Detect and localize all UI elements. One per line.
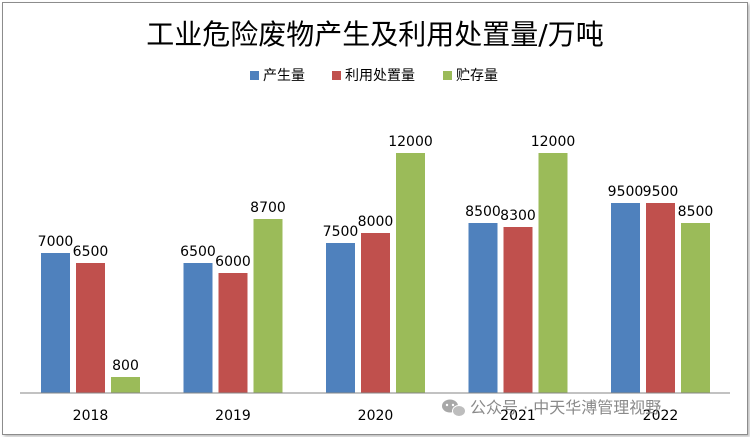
bar-2021-1 — [503, 227, 533, 393]
chart-title: 工业危险废物产生及利用处置量/万吨 — [146, 18, 603, 51]
legend-swatch-1 — [332, 71, 341, 80]
bar-2022-0 — [611, 203, 640, 393]
bar-2022-1 — [646, 203, 675, 393]
data-label-2019-0: 6500 — [180, 244, 216, 260]
data-label-2022-1: 9500 — [643, 184, 679, 200]
data-label-2020-0: 7500 — [323, 224, 359, 240]
wechat-icon — [442, 399, 466, 417]
data-label-2019-1: 6000 — [215, 254, 251, 270]
bar-2019-1 — [218, 273, 248, 393]
legend-label-2: 贮存量 — [456, 68, 498, 84]
bar-2019-0 — [183, 263, 213, 393]
legend-label-1: 利用处置量 — [345, 68, 415, 84]
watermark-text: 公众号 · 中天华溥管理视野 — [470, 398, 661, 417]
legend: 产生量 利用处置量 贮存量 — [250, 68, 498, 84]
x-tick-2019: 2019 — [215, 408, 251, 424]
bar-2018-2 — [111, 377, 140, 393]
data-label-2019-2: 8700 — [250, 200, 286, 216]
x-tick-2020: 2020 — [358, 408, 394, 424]
legend-swatch-2 — [443, 71, 452, 80]
data-label-2021-2: 12000 — [531, 134, 576, 150]
bar-2019-2 — [253, 219, 283, 393]
data-label-2020-1: 8000 — [358, 214, 394, 230]
bar-2021-0 — [468, 223, 498, 393]
data-label-2018-0: 7000 — [38, 234, 74, 250]
x-tick-2021: 2021 — [500, 408, 536, 424]
data-label-2021-0: 8500 — [465, 204, 501, 220]
x-tick-2022: 2022 — [643, 408, 679, 424]
bar-2018-0 — [41, 253, 70, 393]
data-label-2021-1: 8300 — [500, 208, 536, 224]
bar-2020-0 — [326, 243, 355, 393]
data-label-2018-1: 6500 — [73, 244, 109, 260]
data-label-2022-0: 9500 — [608, 184, 644, 200]
data-label-2020-2: 12000 — [388, 134, 433, 150]
data-labels: 7000650080065006000870075008000120008500… — [38, 134, 714, 374]
x-tick-2018: 2018 — [73, 408, 109, 424]
bar-2018-1 — [76, 263, 105, 393]
bar-2020-2 — [396, 153, 425, 393]
bars — [41, 153, 710, 393]
legend-label-0: 产生量 — [263, 68, 305, 84]
watermark: 公众号 · 中天华溥管理视野 — [442, 398, 661, 417]
bar-2021-2 — [538, 153, 568, 393]
data-label-2018-2: 800 — [112, 358, 139, 374]
x-tick-labels: 2018 2019 2020 2021 2022 — [73, 408, 679, 424]
bar-2022-2 — [681, 223, 710, 393]
bar-2020-1 — [361, 233, 390, 393]
data-label-2022-2: 8500 — [678, 204, 714, 220]
legend-swatch-0 — [250, 71, 259, 80]
